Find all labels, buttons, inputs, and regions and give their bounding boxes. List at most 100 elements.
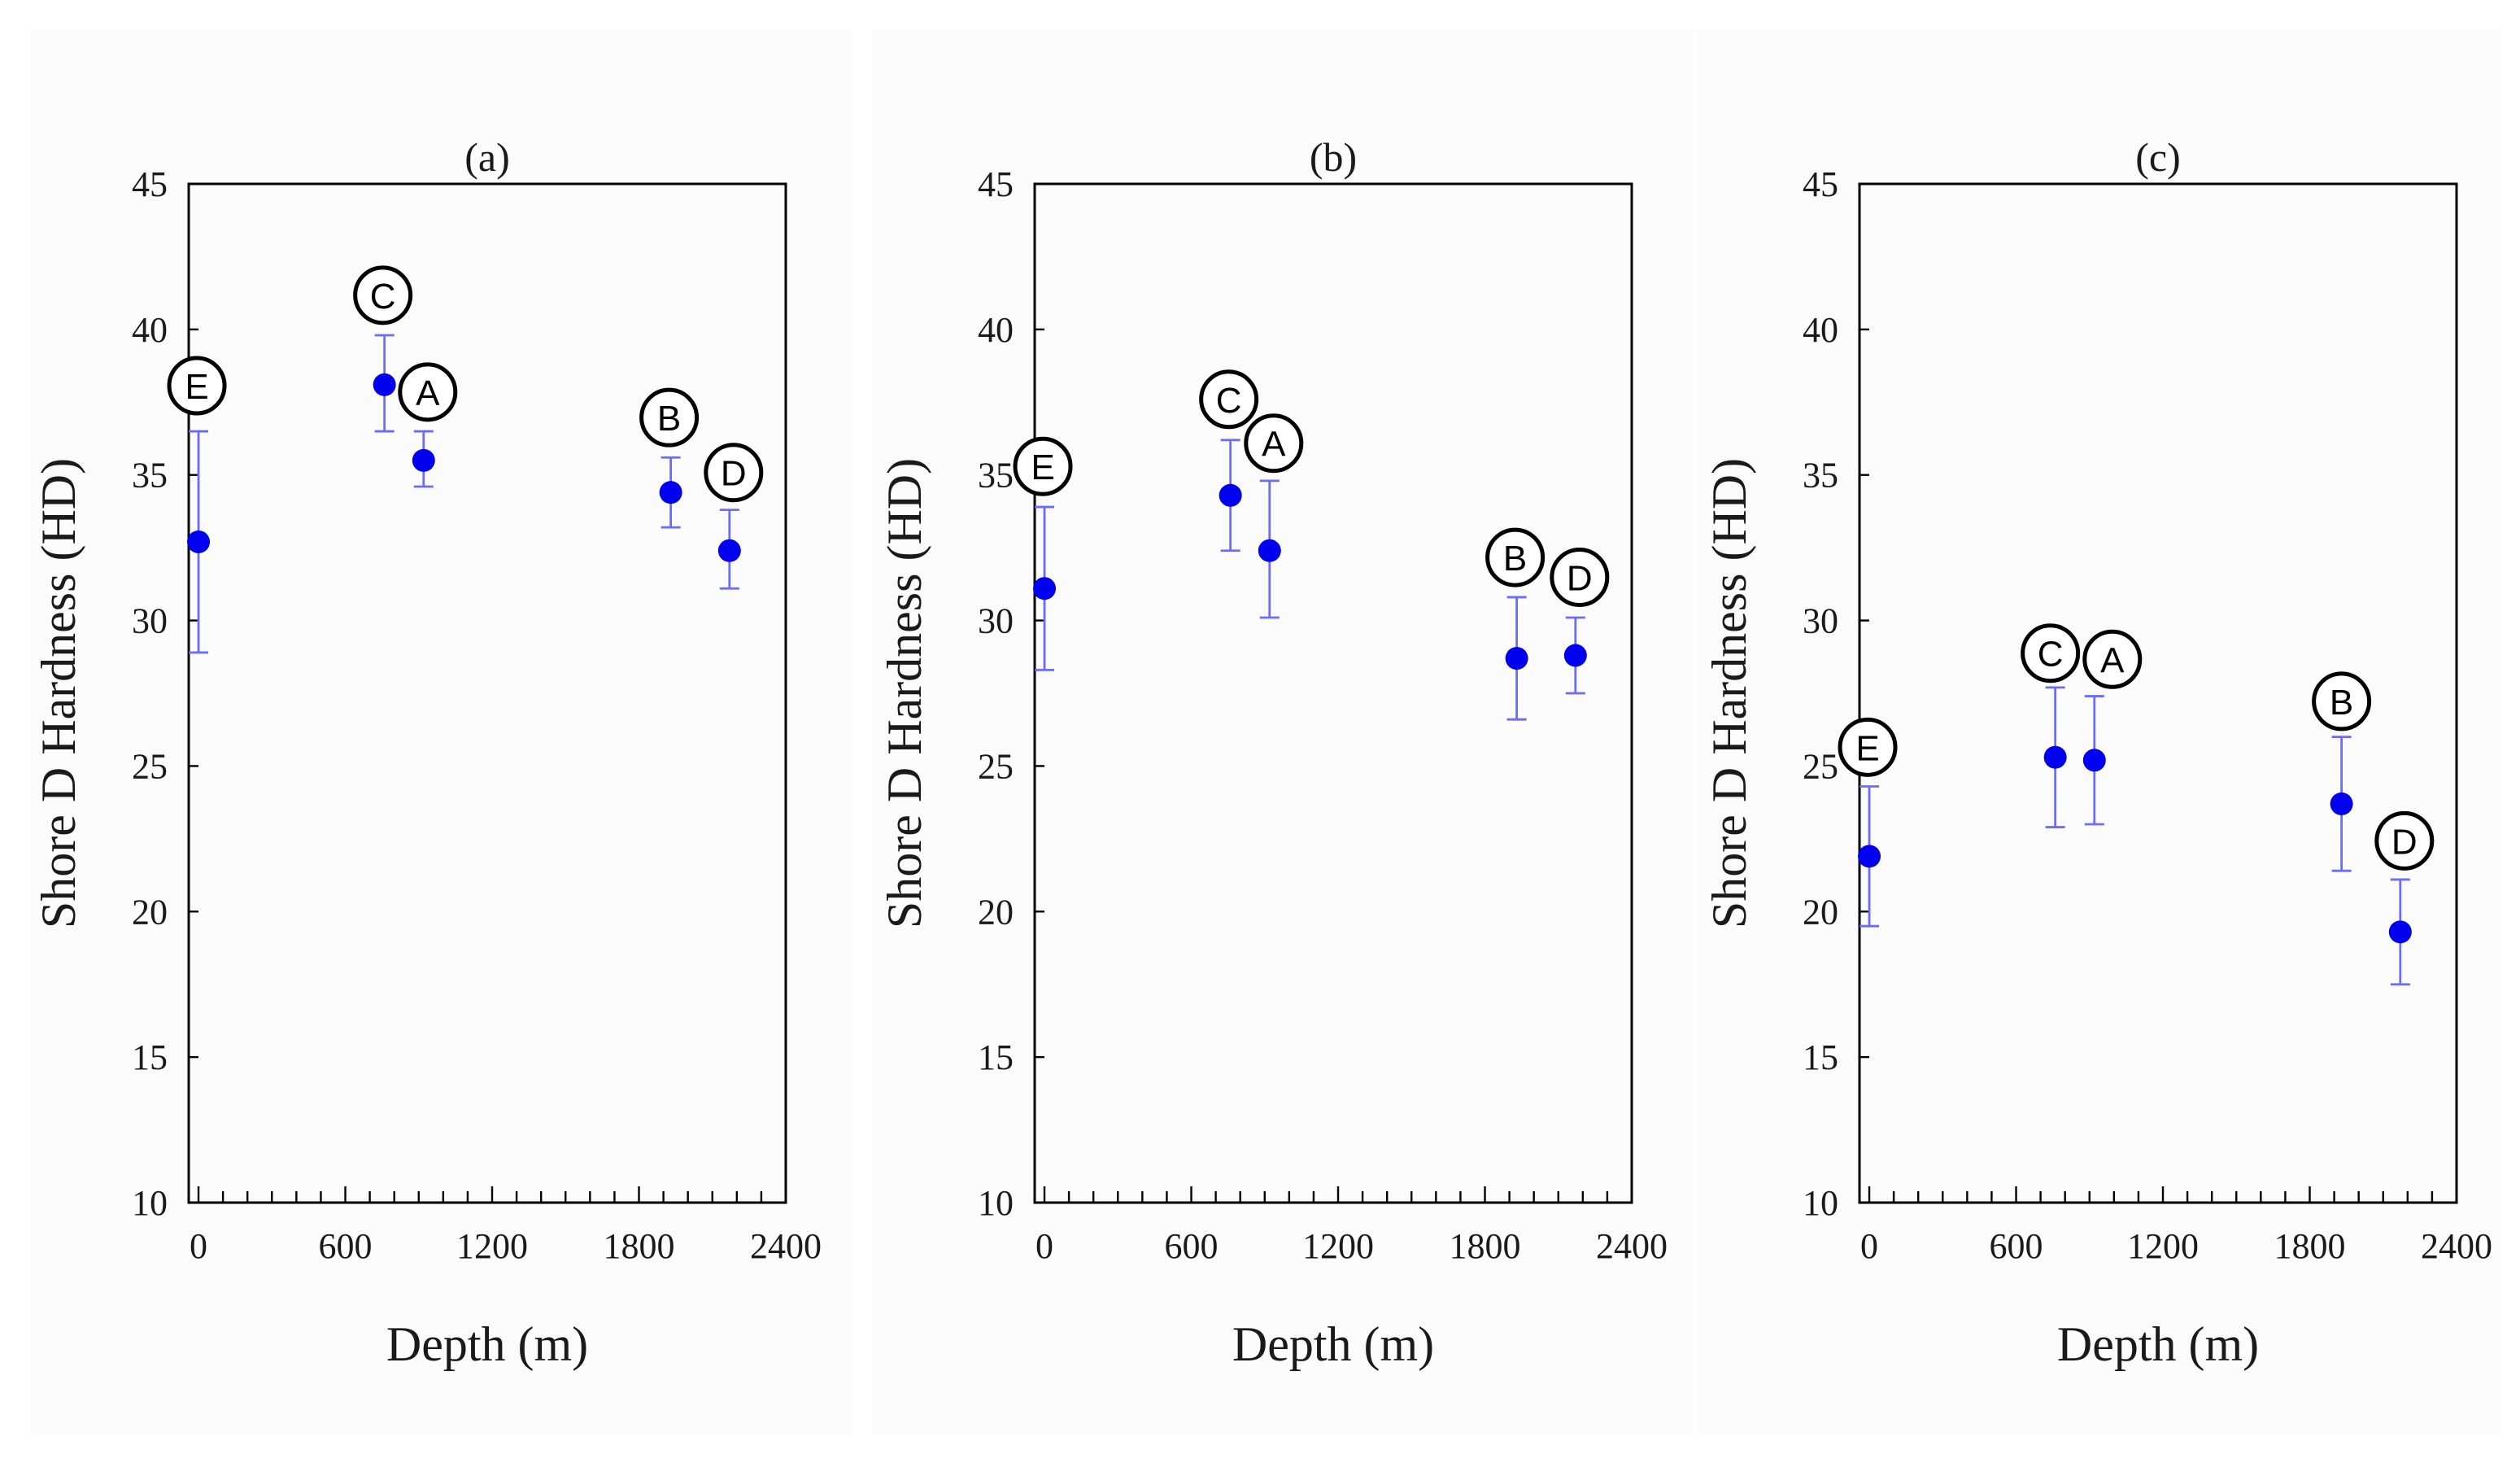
- chart-panel-1: 10 15 20 25 30 35 40 45 0 600 1200 1800 2400 (a) Depth…: [31, 29, 852, 1434]
- panel-background: [1697, 29, 2502, 1434]
- data-point-c: [2043, 745, 2067, 769]
- x-tick-label: 1800: [1450, 1226, 1521, 1266]
- y-tick-label: 35: [132, 456, 168, 496]
- point-label-circle: [398, 362, 458, 422]
- point-label-c: C: [2038, 635, 2064, 675]
- data-point-e: [1033, 577, 1057, 600]
- chart-panel-3: 10 15 20 25 30 35 40 45 0 600 1200 1800 2400 (c) Depth…: [1697, 29, 2502, 1434]
- point-label-b: B: [657, 399, 681, 439]
- y-tick-label: 35: [1803, 456, 1838, 496]
- point-label-e: E: [1031, 448, 1054, 487]
- y-tick-label: 40: [132, 310, 168, 350]
- point-label-circle: [1550, 547, 1610, 607]
- point-label-circle: [2021, 623, 2081, 683]
- point-label-a: A: [2100, 640, 2125, 680]
- y-tick-label: 45: [132, 164, 168, 204]
- x-tick-label: 1200: [456, 1226, 528, 1266]
- y-tick-label: 20: [1803, 892, 1838, 932]
- data-point-e: [1858, 845, 1881, 868]
- x-tick-label: 0: [1860, 1226, 1878, 1266]
- x-axis-title: Depth (m): [2057, 1317, 2259, 1371]
- y-tick-label: 25: [978, 746, 1014, 786]
- point-label-e: E: [185, 367, 208, 407]
- y-tick-label: 10: [132, 1183, 168, 1223]
- y-tick-label: 45: [1803, 164, 1838, 204]
- point-label-circle: [167, 356, 227, 416]
- panel-title: (c): [2135, 134, 2181, 180]
- point-label-circle: [2374, 810, 2435, 871]
- y-tick-label: 10: [1803, 1183, 1838, 1223]
- point-label-d: D: [1567, 558, 1593, 598]
- data-point-d: [2388, 920, 2412, 944]
- x-axis-title: Depth (m): [1232, 1317, 1434, 1371]
- y-tick-label: 15: [978, 1037, 1014, 1077]
- plot-frame: [187, 182, 787, 1204]
- x-tick-label: 0: [190, 1226, 207, 1266]
- x-tick-label: 2400: [1596, 1226, 1668, 1266]
- x-axis-title: Depth (m): [386, 1317, 588, 1371]
- point-label-circle: [639, 387, 700, 448]
- x-tick-label: 1200: [1302, 1226, 1374, 1266]
- y-tick-label: 10: [978, 1183, 1014, 1223]
- data-point-e: [187, 530, 211, 553]
- x-tick-label: 600: [319, 1226, 373, 1266]
- data-point-b: [2330, 792, 2353, 815]
- y-tick-label: 15: [1803, 1037, 1838, 1077]
- plot-frame: [1858, 182, 2458, 1204]
- data-point-b: [659, 481, 682, 504]
- point-label-e: E: [1855, 728, 1879, 768]
- x-tick-label: 600: [1165, 1226, 1219, 1266]
- y-tick-label: 30: [132, 601, 168, 641]
- y-axis-title: Shore D Hardness (HD): [32, 458, 85, 928]
- y-tick-label: 25: [1803, 746, 1838, 786]
- y-tick-label: 30: [978, 601, 1014, 641]
- point-label-c: C: [1216, 381, 1242, 421]
- x-tick-label: 2400: [2421, 1226, 2492, 1266]
- point-label-d: D: [2391, 822, 2418, 862]
- point-label-c: C: [370, 277, 396, 317]
- point-label-circle: [2082, 629, 2143, 689]
- y-tick-label: 20: [978, 892, 1014, 932]
- y-tick-label: 25: [132, 746, 168, 786]
- point-label-circle: [1013, 436, 1073, 496]
- point-label-circle: [353, 265, 413, 325]
- point-label-circle: [1838, 717, 1898, 777]
- point-label-b: B: [2330, 683, 2353, 723]
- chart-panel-2: 10 15 20 25 30 35 40 45 0 600 1200 1800 2400 (b) Depth…: [872, 29, 1694, 1434]
- panel-title: (b): [1310, 134, 1357, 180]
- point-label-a: A: [1262, 425, 1286, 465]
- x-tick-label: 2400: [750, 1226, 822, 1266]
- data-point-c: [1219, 483, 1242, 507]
- data-point-a: [412, 448, 435, 472]
- y-tick-label: 30: [1803, 601, 1838, 641]
- data-point-a: [2082, 749, 2106, 772]
- x-tick-label: 600: [1990, 1226, 2043, 1266]
- panel-background: [31, 29, 852, 1434]
- x-tick-label: 1200: [2127, 1226, 2199, 1266]
- point-label-a: A: [416, 373, 440, 413]
- x-tick-label: 0: [1035, 1226, 1053, 1266]
- data-point-a: [1258, 539, 1281, 562]
- y-tick-label: 35: [978, 456, 1014, 496]
- panel-title: (a): [464, 134, 510, 180]
- y-tick-label: 15: [132, 1037, 168, 1077]
- y-tick-label: 45: [978, 164, 1014, 204]
- y-tick-label: 20: [132, 892, 168, 932]
- x-tick-label: 1800: [604, 1226, 675, 1266]
- y-tick-label: 40: [1803, 310, 1838, 350]
- point-label-d: D: [721, 454, 747, 494]
- x-tick-label: 1800: [2274, 1226, 2346, 1266]
- plot-frame: [1033, 182, 1633, 1204]
- data-point-d: [1563, 644, 1587, 667]
- point-label-circle: [1199, 369, 1259, 430]
- y-axis-title: Shore D Hardness (HD): [1703, 458, 1756, 928]
- point-label-circle: [1244, 413, 1304, 474]
- point-label-circle: [704, 443, 764, 503]
- data-point-c: [373, 373, 396, 396]
- y-axis-title: Shore D Hardness (HD): [878, 458, 931, 928]
- panel-background: [872, 29, 1694, 1434]
- point-label-circle: [1485, 527, 1546, 587]
- point-label-circle: [2312, 671, 2372, 732]
- point-label-b: B: [1503, 539, 1527, 579]
